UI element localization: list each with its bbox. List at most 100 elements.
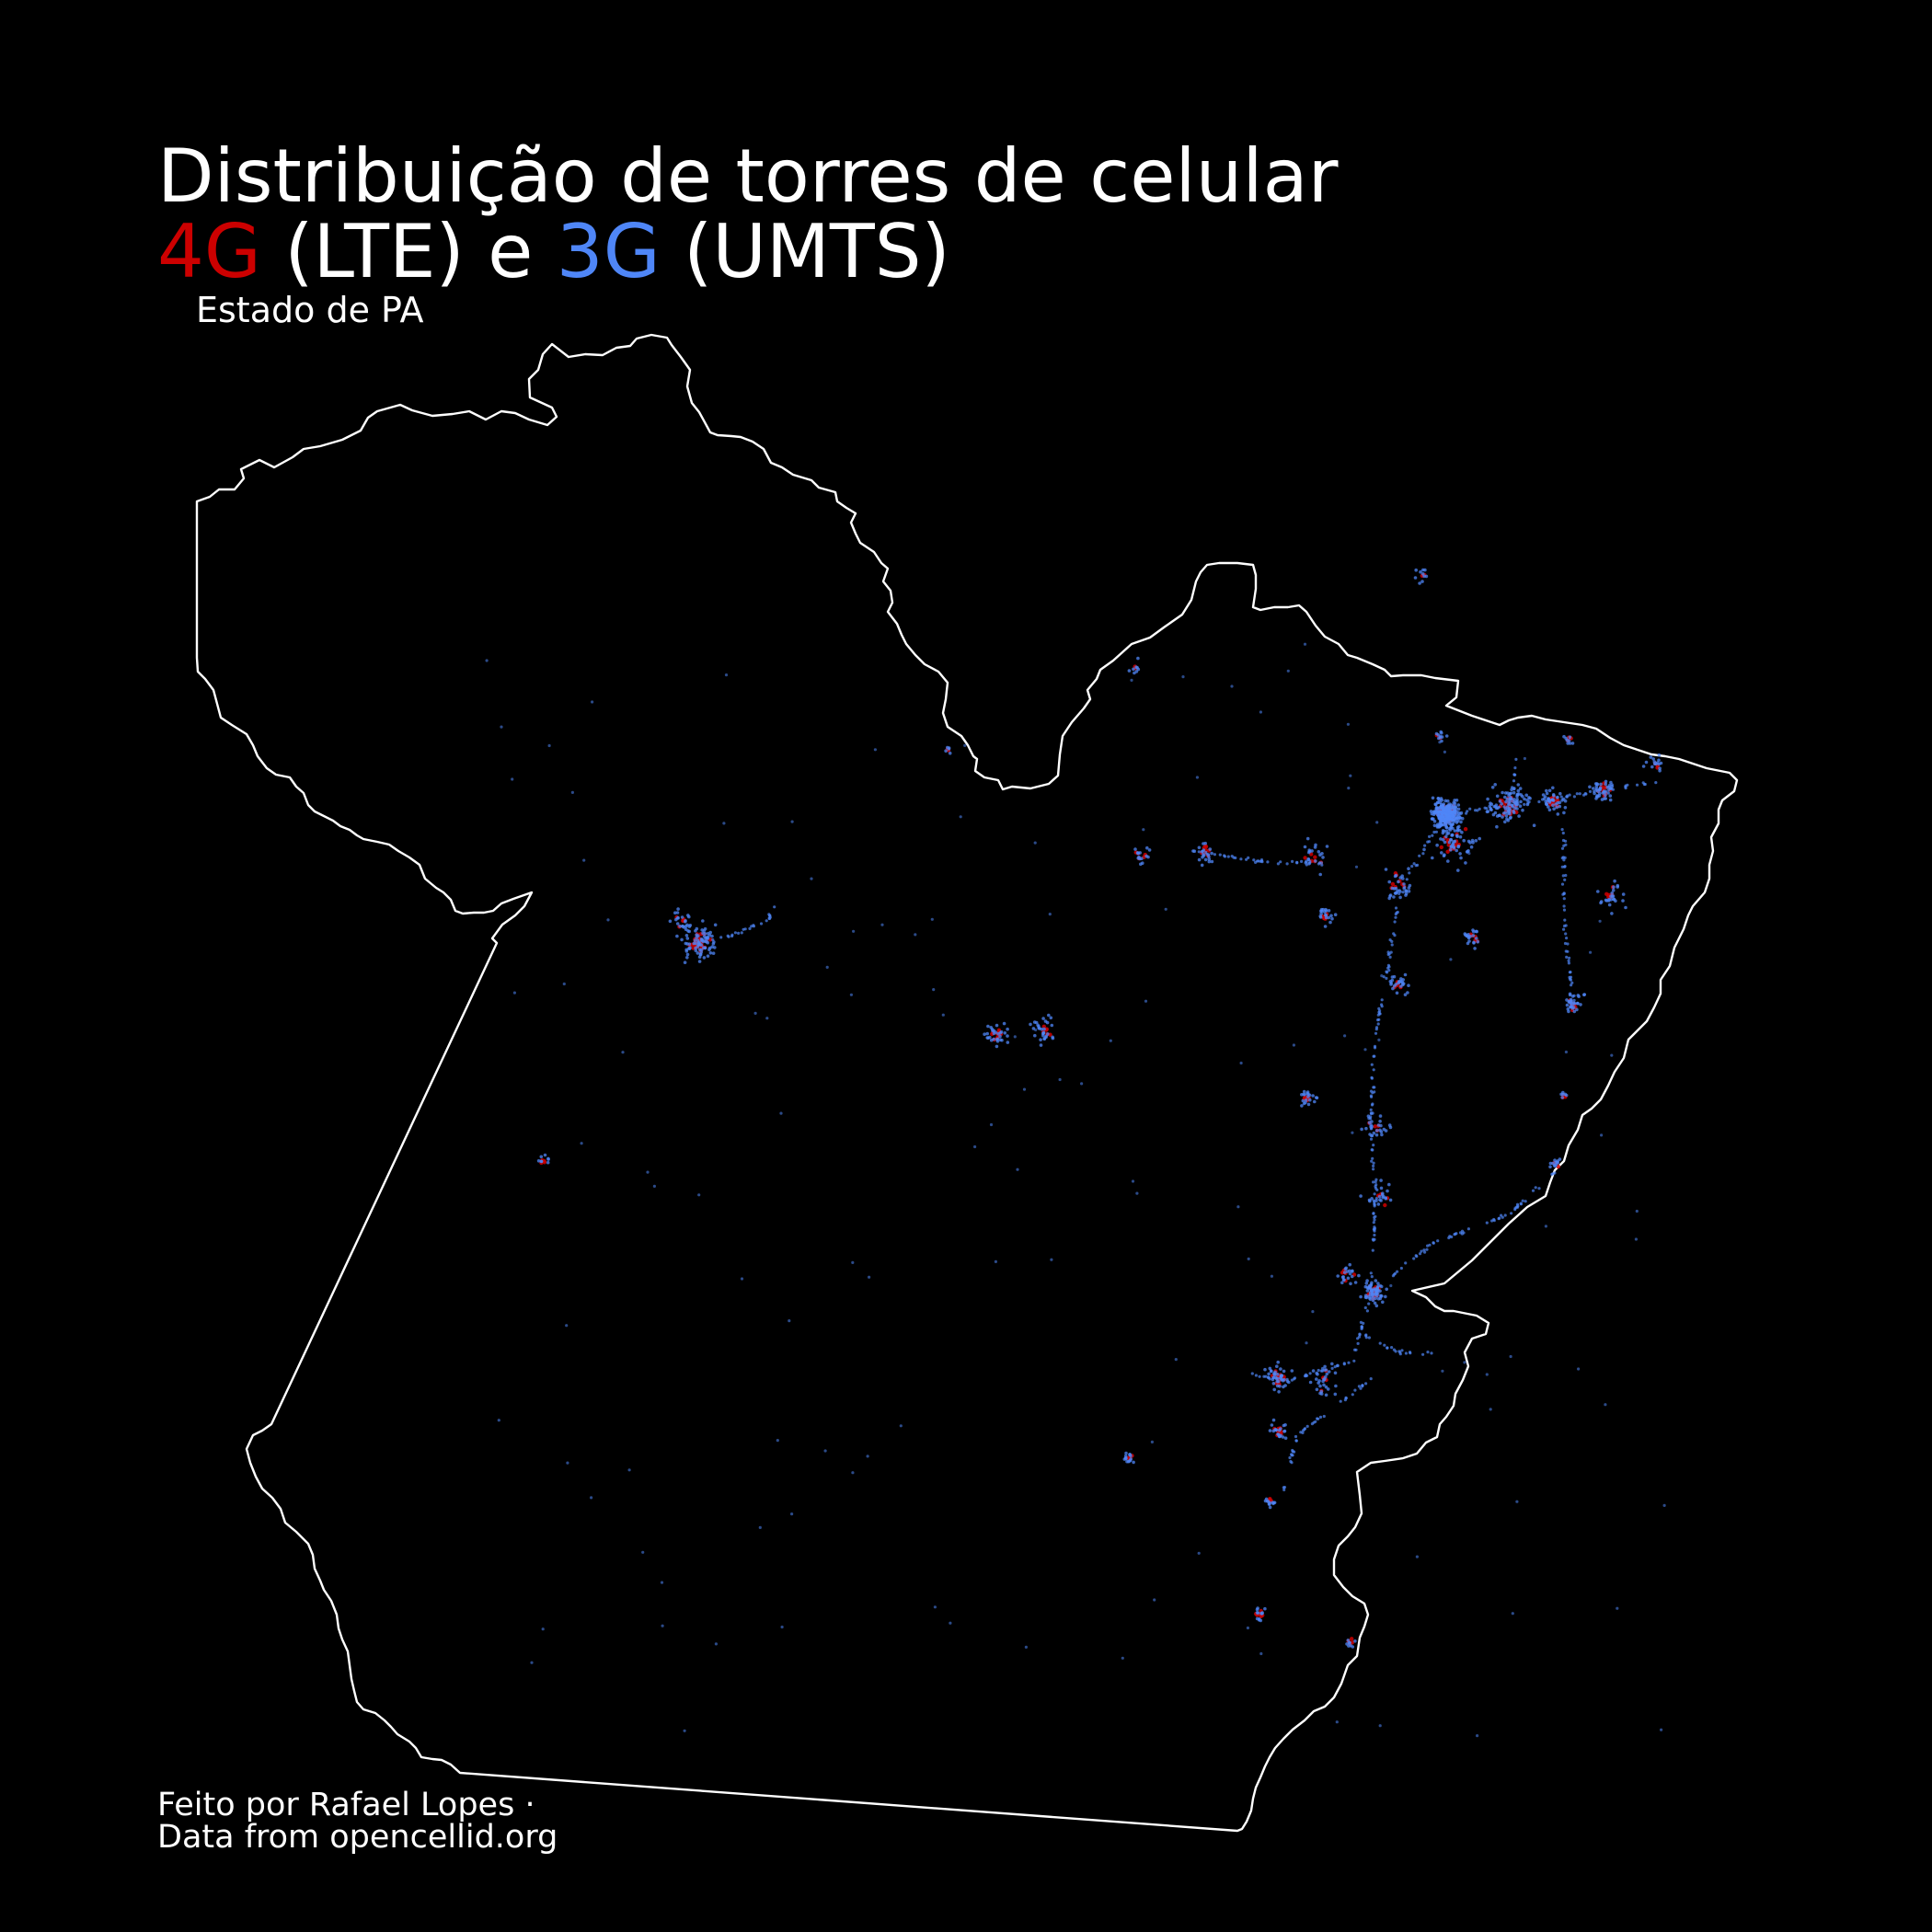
umts-tower-point [1552,807,1556,811]
umts-tower-point [1512,779,1516,783]
umts-tower-point [1318,1384,1322,1388]
umts-tower-point [1493,811,1498,815]
umts-tower-point [1270,1274,1273,1278]
umts-tower-point [1489,801,1492,805]
umts-tower-point [1360,1327,1363,1330]
umts-tower-point [1282,1429,1287,1433]
umts-tower-point [1460,1232,1464,1236]
umts-tower-point [1568,735,1572,739]
umts-tower-point [1371,1148,1374,1152]
umts-tower-point [1373,1086,1376,1089]
umts-tower-point [543,1153,547,1157]
umts-tower-point [1422,1248,1426,1252]
umts-tower-point [590,1496,593,1500]
umts-tower-point [1276,1432,1280,1436]
umts-tower-point [1551,1161,1555,1166]
umts-tower-point [1560,799,1564,802]
umts-tower-point [1371,1156,1374,1160]
umts-tower-point [788,1319,791,1323]
umts-tower-point [1419,569,1422,574]
umts-tower-point [1578,792,1581,796]
lte-tower-point [1303,856,1307,860]
umts-tower-point [1330,1362,1334,1366]
umts-tower-point [661,1624,664,1627]
umts-tower-point [1474,809,1478,812]
umts-tower-point [1389,1283,1393,1288]
umts-tower-point [707,946,712,950]
umts-tower-point [1404,1261,1408,1265]
umts-tower-point [1330,1366,1334,1370]
umts-tower-point [1511,803,1514,807]
umts-tower-point [1311,1094,1315,1098]
umts-tower-point [1614,899,1617,903]
umts-tower-point [1356,1337,1360,1340]
umts-tower-point [1267,1375,1271,1379]
umts-tower-point [1316,1373,1319,1376]
umts-tower-point [1373,1228,1376,1232]
umts-tower-point [1516,783,1521,787]
umts-tower-point [1568,742,1572,745]
umts-tower-point [1002,1021,1006,1026]
umts-tower-point [1443,809,1446,812]
umts-tower-point [1563,918,1567,922]
umts-tower-point [694,949,698,952]
umts-tower-point [1128,1453,1132,1456]
umts-tower-point [1588,789,1593,794]
umts-tower-point [1213,853,1216,857]
umts-tower-point [685,952,690,957]
umts-tower-point [1318,914,1322,918]
umts-tower-point [1218,853,1222,857]
umts-tower-point [1443,817,1446,821]
umts-tower-point [1401,877,1405,880]
umts-tower-point [1556,812,1560,816]
umts-tower-point [1485,1373,1489,1376]
umts-tower-point [1466,935,1471,939]
umts-tower-point [1635,1209,1639,1213]
umts-tower-point [1208,847,1213,851]
umts-tower-point [1372,1180,1375,1184]
umts-tower-point [1397,1350,1401,1353]
umts-tower-point [1512,788,1516,791]
umts-tower-point [1441,1369,1444,1373]
umts-tower-point [1210,859,1214,864]
umts-tower-point [1197,845,1202,850]
umts-tower-point [994,1259,997,1263]
umts-tower-point [1365,1279,1369,1282]
umts-tower-point [1327,1370,1331,1374]
umts-tower-point [1041,1031,1045,1036]
umts-tower-point [1380,974,1384,978]
umts-tower-point [1386,1346,1389,1350]
umts-tower-point [1515,792,1520,797]
umts-tower-point [1390,943,1394,947]
umts-tower-point [1392,895,1396,899]
umts-tower-point [1423,568,1427,572]
umts-tower-point [1466,1227,1470,1231]
umts-tower-point [1455,829,1460,833]
umts-tower-point [1621,892,1626,896]
umts-legend-suffix: (UMTS) [660,209,950,294]
umts-tower-point [1288,1455,1292,1460]
umts-tower-point [724,673,729,677]
umts-tower-point [1436,806,1440,811]
umts-tower-point [1373,1046,1377,1050]
umts-tower-point [1607,784,1612,788]
umts-tower-point [1378,1283,1382,1287]
umts-tower-point [1291,1454,1294,1457]
umts-tower-point [773,905,776,909]
umts-tower-point [1449,958,1453,961]
umts-tower-point [621,1051,625,1054]
umts-tower-point [1512,801,1516,805]
umts-tower-point [1561,831,1565,835]
umts-tower-point [1395,991,1399,995]
umts-tower-point [1436,810,1441,814]
umts-tower-point [1274,1428,1278,1432]
umts-tower-point [1599,782,1603,787]
umts-tower-point [932,988,936,992]
umts-tower-point [1373,1054,1376,1058]
umts-tower-point [1153,1598,1156,1602]
umts-tower-point [1371,1133,1374,1138]
umts-tower-point [1476,939,1480,944]
umts-tower-point [1485,1221,1489,1225]
umts-tower-point [1275,1379,1279,1384]
umts-tower-point [1006,1027,1009,1031]
